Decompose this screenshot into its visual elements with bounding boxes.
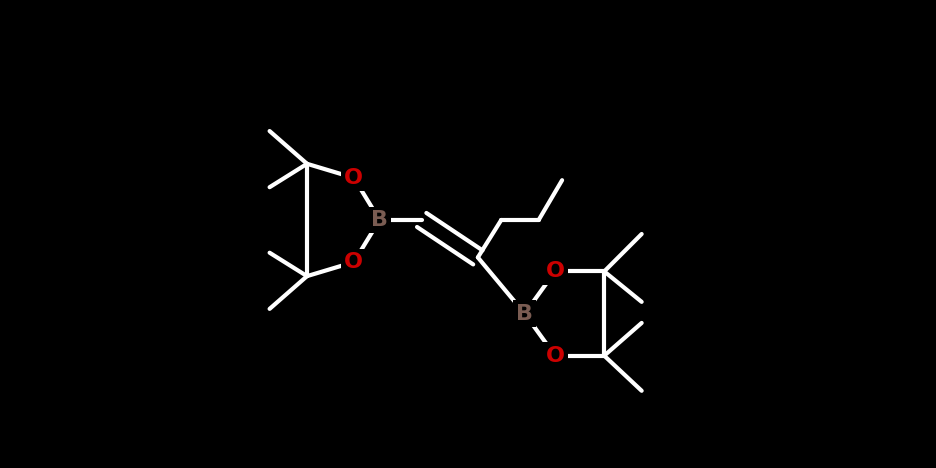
Text: B: B — [516, 304, 533, 323]
Text: B: B — [371, 210, 388, 230]
Text: O: O — [545, 346, 564, 366]
Text: O: O — [344, 252, 363, 272]
Text: O: O — [344, 168, 363, 188]
Text: O: O — [545, 262, 564, 281]
